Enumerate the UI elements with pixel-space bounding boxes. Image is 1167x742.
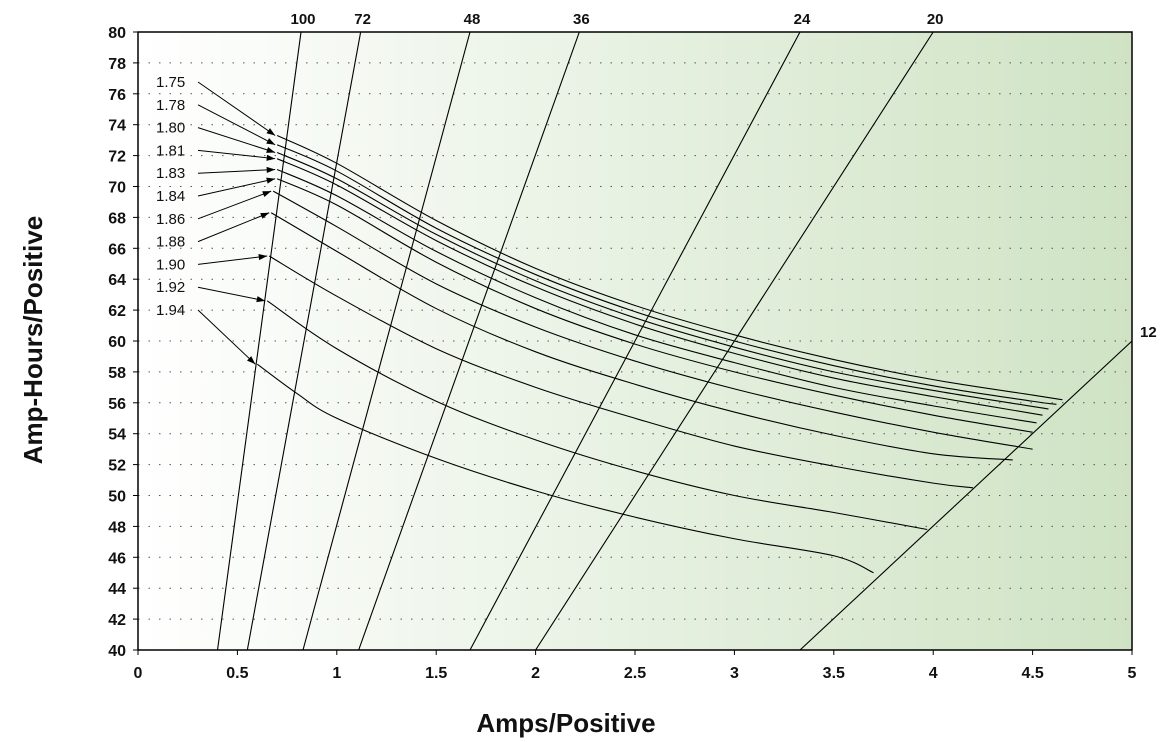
arrowhead-1.94 [247, 356, 256, 365]
y-tick-label: 48 [108, 519, 126, 536]
leader-line-1.88 [197, 212, 270, 243]
volt-label-1.81: 1.81 [156, 142, 185, 159]
arrowhead-1.86 [262, 191, 272, 198]
x-tick-label: 1 [332, 665, 341, 682]
leader-line-1.90 [197, 255, 268, 265]
x-tick-label: 0 [134, 665, 143, 682]
y-axis-title: Amp-Hours/Positive [18, 216, 48, 465]
leader-line-1.81 [197, 149, 276, 160]
hour-line-72 [246, 32, 362, 650]
volt-label-1.90: 1.90 [156, 256, 185, 273]
arrowhead-1.90 [258, 253, 268, 261]
curve-1.86 [272, 190, 1033, 450]
hour-label-24: 24 [794, 11, 811, 28]
volt-label-1.83: 1.83 [156, 165, 185, 182]
leader-line-1.75 [197, 81, 276, 136]
y-tick-label: 50 [108, 489, 126, 506]
volt-label-1.94: 1.94 [156, 302, 185, 319]
leader-line-1.80 [197, 127, 276, 153]
hour-label-48: 48 [464, 11, 481, 28]
y-tick-label: 64 [108, 272, 126, 289]
y-tick-label: 40 [108, 643, 126, 660]
curve-1.83 [276, 169, 1037, 424]
curve-1.94 [256, 363, 874, 574]
arrowhead-1.75 [266, 128, 276, 136]
curve-1.84 [276, 178, 1033, 433]
y-tick-label: 60 [108, 334, 126, 351]
volt-label-1.80: 1.80 [156, 120, 185, 137]
leader-line-1.83 [197, 169, 276, 174]
x-tick-label: 2.5 [624, 665, 646, 682]
y-tick-label: 76 [108, 87, 126, 104]
arrowhead-1.78 [266, 138, 276, 145]
arrowhead-1.80 [266, 146, 276, 153]
y-axis-ticks: 40 42 44 46 48 50 52 54 56 58 60 62 64 66 68 70 72 74 76 78… [108, 25, 138, 660]
arrowhead-1.92 [256, 296, 266, 303]
y-tick-label: 62 [108, 303, 126, 320]
x-tick-label: 4.5 [1021, 665, 1043, 682]
hour-label-72: 72 [354, 11, 371, 28]
volt-label-1.86: 1.86 [156, 211, 185, 228]
hour-line-100 [216, 32, 302, 650]
hour-label-12: 12 [1140, 324, 1157, 341]
arrowhead-1.83 [266, 166, 276, 173]
y-tick-label: 72 [108, 149, 126, 166]
volt-label-1.78: 1.78 [156, 97, 185, 114]
volt-label-1.84: 1.84 [156, 188, 185, 205]
y-tick-label: 80 [108, 25, 126, 42]
y-tick-label: 68 [108, 210, 126, 227]
y-tick-label: 44 [108, 581, 126, 598]
curve-1.75 [276, 135, 1063, 401]
x-tick-label: 1.5 [425, 665, 447, 682]
x-tick-label: 0.5 [226, 665, 248, 682]
volt-label-1.75: 1.75 [156, 74, 185, 91]
hour-label-100: 100 [291, 11, 316, 28]
hour-label-20: 20 [927, 11, 944, 28]
volt-label-1.88: 1.88 [156, 234, 185, 251]
x-tick-label: 4 [929, 665, 938, 682]
arrowhead-1.88 [260, 212, 270, 219]
x-axis-ticks: 0 0.5 1 1.5 2 2.5 3 3.5 4 4.5 5 [134, 650, 1137, 682]
y-tick-label: 78 [108, 56, 126, 73]
leader-line-1.86 [197, 190, 272, 220]
volt-label-1.92: 1.92 [156, 279, 185, 296]
hour-labels: 100 72 48 36 24 20 12 [291, 11, 1157, 341]
curve-1.90 [268, 255, 974, 489]
curve-1.81 [276, 158, 1043, 416]
y-tick-label: 58 [108, 365, 126, 382]
curve-1.92 [266, 300, 928, 531]
hour-line-24 [469, 32, 801, 650]
y-tick-label: 54 [108, 427, 126, 444]
hour-line-36 [358, 32, 580, 650]
x-axis-title: Amps/Positive [476, 708, 655, 738]
voltage-curves [256, 135, 1063, 574]
leader-line-1.84 [197, 178, 276, 197]
y-tick-label: 74 [108, 118, 126, 135]
x-tick-label: 3.5 [823, 665, 845, 682]
curve-1.78 [276, 144, 1057, 405]
x-tick-label: 3 [730, 665, 739, 682]
leader-line-1.78 [197, 104, 276, 146]
leader-line-1.94 [197, 309, 256, 365]
leader-line-1.92 [197, 286, 266, 302]
y-tick-label: 42 [108, 612, 126, 629]
hour-label-36: 36 [573, 11, 590, 28]
curve-1.80 [276, 152, 1049, 410]
curve-1.88 [270, 212, 1013, 461]
x-tick-label: 2 [531, 665, 540, 682]
voltage-labels: 1.75 1.78 1.80 1.81 1.83 1.84 1.86 1.88 1.90 1.92… [156, 74, 185, 319]
y-tick-label: 52 [108, 458, 126, 475]
arrowhead-1.84 [266, 177, 276, 184]
hour-line-12 [799, 340, 1132, 650]
hour-line-48 [302, 32, 471, 650]
arrowhead-1.81 [266, 154, 276, 161]
label-arrows [197, 81, 276, 365]
y-tick-label: 66 [108, 241, 126, 258]
y-tick-label: 56 [108, 396, 126, 413]
x-tick-label: 5 [1128, 665, 1137, 682]
y-tick-label: 70 [108, 180, 126, 197]
y-tick-label: 46 [108, 550, 126, 567]
